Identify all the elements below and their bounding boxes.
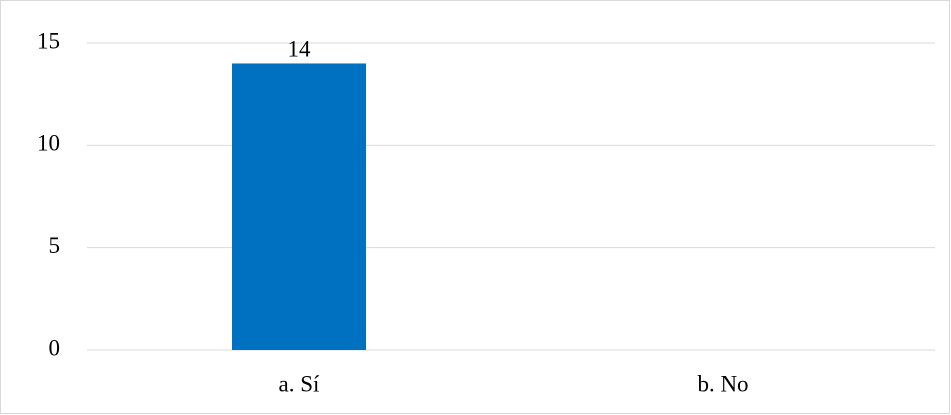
x-tick-label: b. No	[697, 371, 748, 396]
x-tick-label: a. Sí	[279, 371, 321, 396]
y-tick-label: 10	[37, 131, 60, 156]
data-label: 14	[288, 37, 312, 62]
bar	[232, 63, 366, 350]
y-tick-label: 0	[49, 335, 61, 360]
y-tick-label: 5	[49, 233, 61, 258]
y-tick-label: 15	[37, 28, 60, 53]
